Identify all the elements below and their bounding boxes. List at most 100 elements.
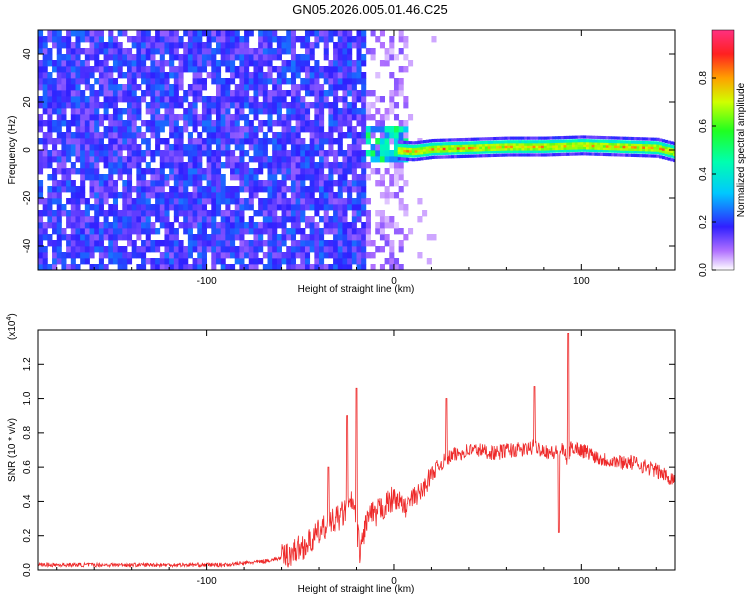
spectrogram-cell	[117, 108, 123, 115]
spectrogram-cell	[272, 258, 278, 265]
spectrogram-cell	[393, 156, 400, 163]
spectrogram-ridge-cell	[588, 144, 593, 148]
spectrogram-cell	[356, 48, 362, 55]
spectrogram-ridge-cell	[633, 137, 638, 141]
spectrogram-cell	[112, 234, 119, 241]
spectrogram-cell	[61, 150, 67, 157]
spectrogram-cell	[70, 258, 76, 265]
spectrogram-cell	[220, 150, 226, 157]
spectrogram-cell	[164, 48, 170, 55]
spectrogram-cell	[337, 144, 343, 151]
spectrogram-ridge-cell	[406, 140, 410, 145]
spectrogram-cell	[38, 66, 44, 73]
spectrogram-cell	[131, 222, 137, 229]
spectrogram-cell	[328, 174, 334, 181]
spectrogram-cell	[248, 78, 254, 85]
spectrogram-ridge-cell	[543, 153, 548, 157]
spectrogram-cell	[361, 132, 367, 139]
spectrogram-cell	[42, 66, 48, 73]
spectrogram-ridge-cell	[639, 150, 643, 154]
spectrogram-cell	[225, 120, 231, 127]
spectrogram-cell	[126, 162, 133, 169]
spectrogram-cell	[187, 114, 193, 121]
spectrogram-cell	[52, 246, 58, 253]
spectrogram-ridge-cell	[566, 144, 570, 148]
spectrogram-cell	[206, 186, 212, 193]
spectrogram-cell	[276, 42, 282, 49]
spectrogram-cell	[347, 54, 353, 61]
spectrogram-cell	[290, 84, 297, 91]
spectrogram-cell	[206, 216, 212, 223]
spectrogram-cell	[272, 54, 278, 61]
spectrogram-cell	[230, 168, 236, 175]
spectrogram-cell	[361, 162, 367, 169]
spectrogram-cell	[155, 66, 161, 73]
spectrogram-cell	[206, 72, 212, 79]
spectrogram-ridge-cell	[639, 140, 643, 145]
spectrogram-cell	[337, 234, 343, 241]
spectrogram-cell	[126, 120, 133, 127]
spectrogram-cell	[173, 36, 179, 43]
spectrogram-cell	[192, 48, 198, 55]
spectrogram-cell	[356, 204, 362, 211]
spectrogram-cell	[295, 204, 301, 211]
spectrogram-cell	[112, 144, 119, 151]
spectrogram-ridge-cell	[628, 150, 632, 154]
spectrogram-cell	[267, 252, 273, 259]
spectrogram-cell	[253, 186, 259, 193]
spectrogram-cell	[42, 156, 48, 163]
spectrogram-cell	[309, 246, 315, 253]
spectrogram-ridge-cell	[571, 139, 576, 143]
spectrogram-cell	[403, 96, 409, 103]
spectrogram-cell	[262, 252, 268, 259]
spectrogram-cell	[112, 228, 119, 235]
spectrogram-cell	[337, 222, 343, 229]
spectrogram-cell	[108, 192, 114, 199]
spectrogram-cell	[272, 132, 278, 139]
spectrogram-cell	[122, 192, 128, 199]
spectrogram-ridge-cell	[636, 150, 640, 154]
spectrogram-cell	[248, 180, 254, 187]
spectrogram-ridge-cell	[566, 149, 570, 153]
spectrogram-ridge-cell	[400, 144, 404, 148]
spectrogram-cell	[66, 60, 72, 67]
spectrogram-cell	[272, 192, 278, 199]
spectrogram-cell	[141, 156, 147, 163]
spectrogram-cell	[304, 174, 311, 181]
spectrogram-cell	[300, 168, 306, 175]
spectrogram-cell	[108, 54, 114, 61]
spectrogram-cell	[319, 192, 325, 199]
spectrogram-cell	[38, 156, 44, 163]
spectrogram-cell	[164, 96, 170, 103]
spectrogram-cell	[393, 264, 400, 270]
spectrogram-cell	[112, 108, 119, 115]
spectrogram-cell	[309, 138, 315, 145]
spectrogram-cell	[201, 120, 208, 127]
spectrogram-cell	[89, 186, 95, 193]
spectrogram-ridge-cell	[614, 136, 618, 140]
spectrogram-cell	[351, 96, 357, 103]
spectrogram-cell	[337, 150, 343, 157]
spectrogram-cell	[122, 162, 128, 169]
spectrogram-cell	[173, 144, 179, 151]
spectrogram-cell	[328, 90, 334, 97]
spectrogram-cell	[389, 192, 395, 199]
spectrogram-cell	[52, 150, 58, 157]
spectrogram-cell	[323, 222, 329, 229]
spectrogram-cell	[304, 258, 311, 265]
spectrogram-ridge-cell	[493, 147, 497, 151]
spectrogram-cell	[225, 96, 231, 103]
spectrogram-cell	[253, 258, 259, 265]
spectrogram-ridge-cell	[557, 152, 562, 157]
spectrogram-cell	[150, 192, 156, 199]
spectrogram-cell	[234, 30, 240, 37]
spectrogram-cell	[126, 102, 133, 109]
spectrogram-ridge-cell	[574, 141, 579, 145]
y-tick-label: 40	[22, 48, 33, 60]
spectrogram-ridge-cell	[498, 153, 503, 157]
spectrogram-cell	[342, 84, 348, 91]
spectrogram-ridge-cell	[490, 150, 494, 154]
spectrogram-cell	[300, 252, 306, 259]
spectrogram-cell	[201, 204, 208, 211]
